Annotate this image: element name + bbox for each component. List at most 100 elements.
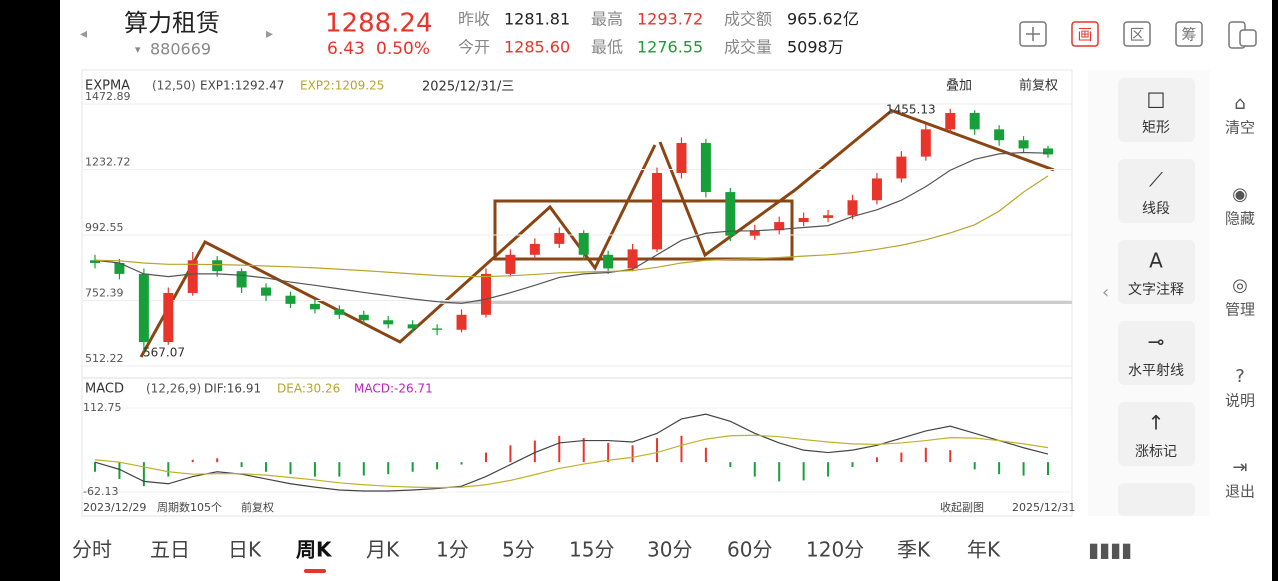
side-icon: ? — [1235, 366, 1245, 387]
collapse-arrow[interactable]: ‹ — [1102, 282, 1109, 303]
candle-body — [798, 217, 809, 223]
price: 1288.24 — [325, 9, 433, 39]
dea-label: DEA:30.26 — [277, 382, 340, 396]
period-tab[interactable]: 年K — [967, 538, 1001, 562]
side-label[interactable]: 说明 — [1225, 392, 1255, 410]
candle-body — [1043, 148, 1053, 155]
tool-icon: □ — [1147, 87, 1166, 111]
tool-card[interactable] — [1118, 483, 1195, 516]
candle-body — [896, 156, 907, 179]
tool-label[interactable]: 区 — [1129, 26, 1144, 44]
change: 6.43 — [327, 39, 365, 59]
tool-icon: ⟋ — [1149, 168, 1163, 192]
overlay[interactable]: 叠加 — [946, 79, 972, 94]
tool-label[interactable]: 画 — [1077, 26, 1092, 44]
tool-icon: ↑ — [1148, 411, 1165, 435]
tool-card[interactable] — [1118, 402, 1195, 466]
candle-body — [309, 303, 320, 310]
period-tab[interactable]: 五日 — [150, 538, 190, 562]
dea-line — [94, 434, 1049, 489]
tool-card[interactable] — [1118, 159, 1195, 223]
more-tabs[interactable]: ▮▮▮▮ — [1088, 538, 1132, 562]
side-icon: ⇥ — [1232, 457, 1247, 478]
candle-body — [261, 287, 272, 296]
candle-body — [774, 222, 785, 231]
collapse[interactable]: 收起副图 — [940, 500, 984, 514]
side-label[interactable]: 清空 — [1225, 119, 1255, 137]
period-tab[interactable]: 日K — [228, 538, 262, 562]
prev-arrow[interactable]: ◂ — [80, 26, 87, 42]
candle-body — [871, 178, 882, 201]
y-tick-label: 1232.72 — [85, 156, 131, 169]
period-tab[interactable]: 分时 — [72, 538, 112, 562]
candle-body — [212, 260, 223, 272]
stat-value: 5098万 — [787, 38, 844, 57]
next-arrow[interactable]: ▸ — [266, 26, 273, 42]
period-tab[interactable]: 月K — [366, 538, 400, 562]
candle-body — [725, 192, 736, 236]
candle-body — [138, 273, 149, 343]
plus-icon[interactable] — [1019, 21, 1047, 47]
tool-icon: ⊸ — [1148, 330, 1165, 354]
period-tab[interactable]: 30分 — [647, 538, 692, 562]
tool-label[interactable]: 线段 — [1142, 201, 1170, 217]
period-tab[interactable]: 120分 — [806, 538, 864, 562]
tool-label[interactable]: 文字注释 — [1128, 282, 1184, 298]
candle-body — [480, 273, 491, 315]
stat-value: 965.62亿 — [787, 10, 859, 29]
side-icon: ◉ — [1232, 184, 1248, 205]
high-label: 1455.13 — [886, 103, 936, 117]
tool-button[interactable] — [1123, 21, 1151, 47]
candle-body — [334, 309, 345, 315]
tool-label[interactable]: 涨标记 — [1135, 444, 1177, 460]
side-label[interactable]: 退出 — [1225, 483, 1255, 501]
period-tab[interactable]: 5分 — [502, 538, 535, 562]
side-icon: ⌂ — [1234, 93, 1245, 114]
tool-label[interactable]: 筹 — [1181, 26, 1196, 44]
candle-body — [700, 142, 711, 193]
tool-button[interactable] — [1175, 21, 1203, 47]
period-tab[interactable]: 60分 — [727, 538, 772, 562]
phone-icon[interactable] — [1228, 21, 1257, 49]
candle-body — [285, 295, 296, 304]
dif-label: DIF:16.91 — [204, 382, 261, 396]
indicator: EXPMA — [85, 79, 130, 94]
tool-card[interactable] — [1118, 321, 1195, 385]
candle-body — [505, 254, 516, 274]
candle-body — [358, 314, 369, 321]
macd-tick-label: 112.75 — [83, 401, 122, 414]
candle-body — [847, 200, 858, 216]
period-tab[interactable]: 15分 — [569, 538, 614, 562]
tool-button[interactable] — [1071, 21, 1099, 47]
candle-body — [823, 215, 834, 218]
period-tab[interactable]: 周K — [296, 538, 333, 562]
params: (12,50) — [152, 79, 196, 93]
macd-tick-label: -62.13 — [83, 485, 118, 498]
dif-line — [94, 413, 1049, 492]
tab-underline — [304, 569, 326, 573]
candle-body — [114, 262, 125, 274]
macd-name: MACD — [85, 382, 124, 397]
macd-params: (12,26,9) — [146, 382, 201, 396]
y-tick-label: 512.22 — [85, 352, 124, 365]
period-tab[interactable]: 季K — [897, 538, 931, 562]
stat-value: 1281.81 — [504, 10, 570, 29]
tool-card[interactable] — [1118, 240, 1195, 304]
tool-label[interactable]: 矩形 — [1142, 120, 1170, 136]
macd-label: MACD:-26.71 — [354, 382, 433, 396]
date: 2025/12/31/三 — [422, 80, 514, 95]
adjust[interactable]: 前复权 — [1019, 78, 1058, 94]
candle-body — [529, 243, 540, 255]
side-label[interactable]: 隐藏 — [1225, 210, 1255, 228]
side-label[interactable]: 管理 — [1225, 301, 1255, 319]
stat-label: 最低 — [591, 38, 623, 57]
tool-label[interactable]: 水平射线 — [1128, 363, 1184, 379]
candle-body — [920, 129, 931, 157]
period-tab[interactable]: 1分 — [436, 538, 469, 562]
change-pct: 0.50% — [376, 39, 430, 59]
candle-body — [187, 260, 198, 293]
y-tick-label: 1472.89 — [85, 90, 131, 103]
tool-card[interactable] — [1118, 78, 1195, 142]
candle-body — [383, 320, 394, 325]
